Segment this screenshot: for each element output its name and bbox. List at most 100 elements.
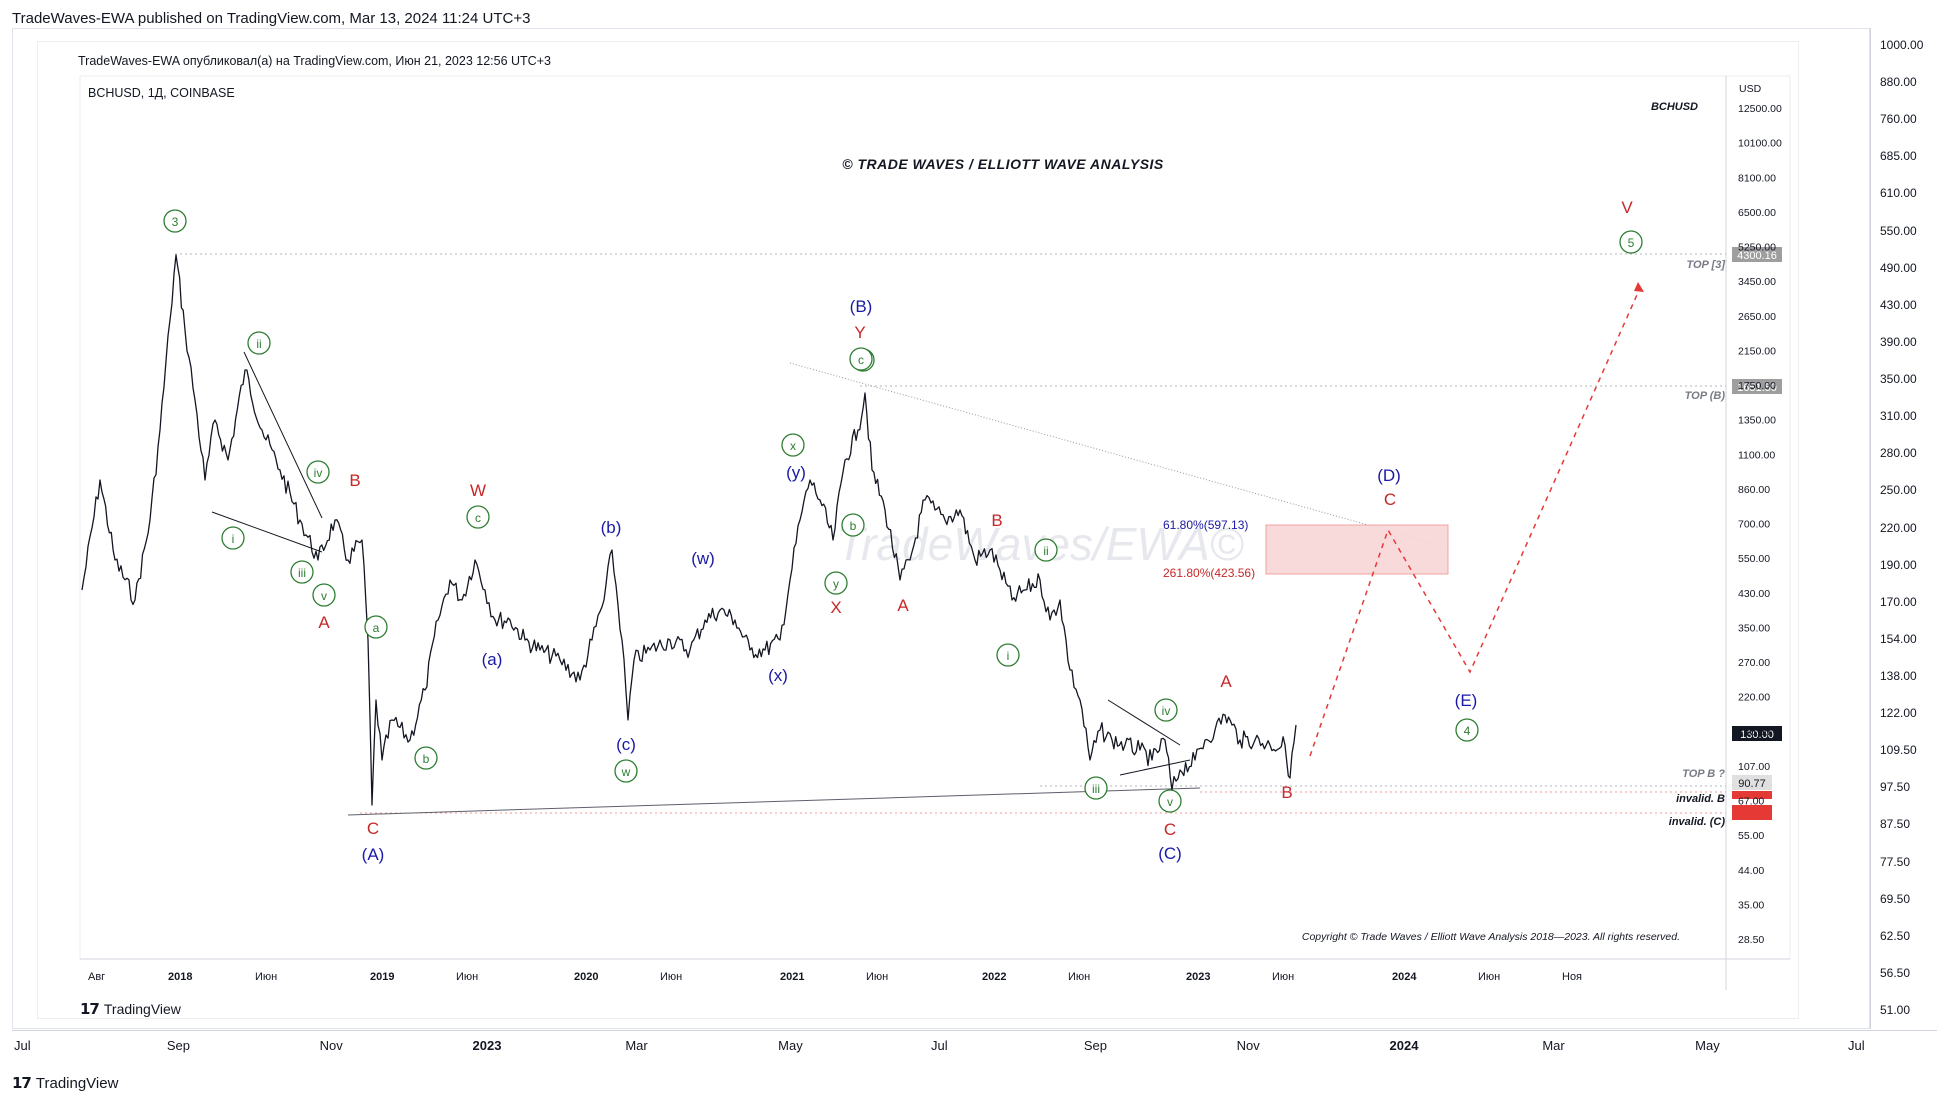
wave-label-text: v — [1167, 795, 1173, 809]
inner-price-tick: 12500.00 — [1738, 103, 1782, 115]
wave-label-text: iii — [1092, 782, 1100, 796]
wave-label-circle — [414, 746, 438, 770]
outer-price-tick: 430.00 — [1880, 297, 1917, 312]
inner-price-tick: 10100.00 — [1738, 138, 1782, 150]
wave-label: ii — [247, 331, 271, 355]
wave-label-circle — [466, 505, 490, 529]
inner-price-tick: 220.00 — [1738, 692, 1770, 704]
wave-label-circle — [1158, 789, 1182, 813]
wave-label-circle — [1034, 538, 1058, 562]
outer-time-tick: Jul — [1848, 1038, 1865, 1053]
wave-label-text: (b) — [601, 518, 622, 537]
wave-label-text: b — [423, 752, 430, 766]
inner-published-line: TradeWaves-EWA опубликовал(а) на Trading… — [78, 54, 551, 68]
trendline-lower — [347, 787, 1201, 816]
inner-price-tick: 170.00 — [1738, 726, 1770, 738]
inner-time-tick: 2018 — [168, 971, 192, 983]
wedge-line-2 — [211, 511, 323, 553]
outer-time-tick: Sep — [1083, 1038, 1107, 1053]
wave-label-text: (A) — [362, 845, 385, 864]
inner-right-ticks: 12500.00 10100.00 8100.00 6500.00 5250.00 345… — [1738, 103, 1782, 946]
fib-1-label: 61.80%(597.13) — [1163, 518, 1248, 532]
inner-price-tick: 430.00 — [1738, 588, 1770, 600]
outer-price-tick: 109.50 — [1880, 743, 1917, 758]
wave-label: w — [614, 759, 638, 783]
wave-label: (x) — [768, 666, 788, 685]
wave-label-circle — [1619, 230, 1643, 254]
outer-time-tick: Mar — [1542, 1038, 1565, 1053]
label-topB: TOP (B) — [1685, 390, 1726, 402]
wave-label: b — [414, 746, 438, 770]
outer-price-tick: 87.50 — [1880, 817, 1911, 832]
footer-tradingview-logo[interactable]: 𝟭𝟳 TradingView — [12, 1074, 118, 1093]
inner-price-tick: 2150.00 — [1738, 345, 1776, 357]
inner-price-tick: 35.00 — [1738, 899, 1764, 911]
wave-label: i — [221, 526, 245, 550]
wave-label: (a) — [482, 650, 503, 669]
outer-time-tick: Jul — [14, 1038, 31, 1053]
price-tag-topBq: 90.77 — [1738, 778, 1766, 790]
outer-price-axis[interactable] — [1870, 28, 1946, 1029]
wave-label: C — [1384, 490, 1396, 509]
wave-label-circle — [163, 209, 187, 233]
wave-label-text: 5 — [1628, 236, 1635, 250]
wave-label: iii — [290, 560, 314, 584]
symbol-tag: BCHUSD — [1651, 101, 1698, 113]
inner-tradingview-logo[interactable]: 𝟭𝟳 TradingView — [80, 1000, 181, 1018]
label-invalidB: invalid. B — [1676, 793, 1725, 805]
projection-arrowhead — [1634, 282, 1644, 292]
outer-time-tick: 2023 — [472, 1038, 502, 1053]
currency-label: USD — [1739, 83, 1762, 95]
wave-label-text: (E) — [1455, 691, 1478, 710]
wave-label: C — [367, 819, 379, 838]
outer-price-tick: 69.50 — [1880, 891, 1911, 906]
outer-price-tick: 310.00 — [1880, 409, 1917, 424]
price-tag-top3: 4300.16 — [1737, 250, 1777, 262]
wedge-line-1 — [243, 351, 323, 519]
inner-time-tick: 2021 — [780, 971, 804, 983]
wave-label-circle — [306, 460, 330, 484]
outer-price-tick: 760.00 — [1880, 112, 1917, 127]
wave-label-text: (D) — [1377, 466, 1401, 485]
outer-price-tick: 685.00 — [1880, 149, 1917, 164]
inner-time-tick: 2020 — [574, 971, 598, 983]
projection-path — [1309, 287, 1641, 757]
level-lines — [175, 253, 1726, 814]
outer-time-tick: Mar — [625, 1038, 648, 1053]
wave-label: 4 — [1455, 718, 1479, 742]
wave-label: (c) — [616, 735, 636, 754]
outer-time-tick: May — [1695, 1038, 1720, 1053]
wave-label: iii — [1084, 776, 1108, 800]
inner-price-tick: 6500.00 — [1738, 207, 1776, 219]
wave-label-circle — [781, 433, 805, 457]
wave-label-circle — [849, 347, 873, 371]
chart-frame — [12, 28, 1870, 1029]
price-tag-topB-bg — [1732, 379, 1782, 394]
wave-label-text: B — [991, 511, 1002, 530]
wave-label: y — [824, 571, 848, 595]
wave-label-text: ii — [256, 337, 261, 351]
wave-label-circle — [824, 571, 848, 595]
wave-label: a — [364, 615, 388, 639]
fib-2-label: 261.80%(423.56) — [1163, 566, 1255, 580]
inner-price-tick: 67.00 — [1738, 796, 1764, 808]
inner-price-tick: 860.00 — [1738, 484, 1770, 496]
wave-label-circle — [996, 643, 1020, 667]
inner-time-tick: Июн — [1272, 971, 1294, 983]
inner-time-tick: Июн — [255, 971, 277, 983]
price-tag-top3-bg — [1732, 247, 1782, 262]
wave-label: c — [849, 347, 873, 371]
wave-label-text: C — [1164, 820, 1176, 839]
outer-time-tick: 2024 — [1389, 1038, 1419, 1053]
wave-label-text: (B) — [850, 297, 873, 316]
outer-price-tick: 138.00 — [1880, 668, 1917, 683]
wave-label: iv — [1154, 698, 1178, 722]
outer-price-tick: 122.00 — [1880, 706, 1917, 721]
wave-label: b — [841, 513, 865, 537]
wave-label-text: (w) — [691, 549, 715, 568]
outer-price-tick: 170.00 — [1880, 594, 1917, 609]
inner-price-tick: 1750.00 — [1738, 380, 1776, 392]
label-top3: TOP [3] — [1686, 259, 1725, 271]
outer-time-axis[interactable] — [12, 1030, 1937, 1062]
outer-price-tick: 1000.00 — [1880, 38, 1924, 52]
